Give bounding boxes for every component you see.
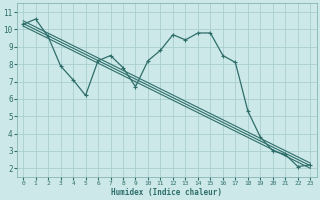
X-axis label: Humidex (Indice chaleur): Humidex (Indice chaleur) xyxy=(111,188,222,197)
